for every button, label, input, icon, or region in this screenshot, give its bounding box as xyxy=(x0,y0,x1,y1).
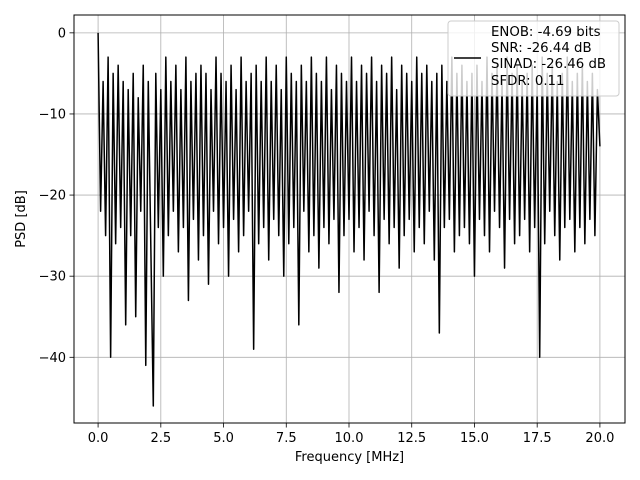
y-tick-label: −10 xyxy=(39,107,66,122)
x-axis-label: Frequency [MHz] xyxy=(295,450,404,465)
data-line xyxy=(97,32,601,407)
x-tick-label: 15.0 xyxy=(460,431,489,446)
legend-label: ENOB: -4.69 bits SNR: -26.44 dB SINAD: -… xyxy=(491,25,607,89)
x-tick-label: 0.0 xyxy=(88,431,109,446)
x-tick-label: 20.0 xyxy=(585,431,614,446)
x-tick-label: 5.0 xyxy=(213,431,234,446)
y-axis-label: PSD [dB] xyxy=(14,190,29,248)
y-tick-label: −30 xyxy=(39,270,66,285)
y-tick-label: −20 xyxy=(39,189,66,204)
x-tick-label: 7.5 xyxy=(276,431,297,446)
y-tick-label: 0 xyxy=(58,26,66,41)
x-tick-label: 10.0 xyxy=(335,431,364,446)
x-tick-label: 2.5 xyxy=(150,431,171,446)
x-tick-label: 17.5 xyxy=(523,431,552,446)
x-tick-label: 12.5 xyxy=(397,431,426,446)
legend-box xyxy=(447,20,620,97)
y-tick-label: −40 xyxy=(39,351,66,366)
axes-frame xyxy=(73,14,626,424)
